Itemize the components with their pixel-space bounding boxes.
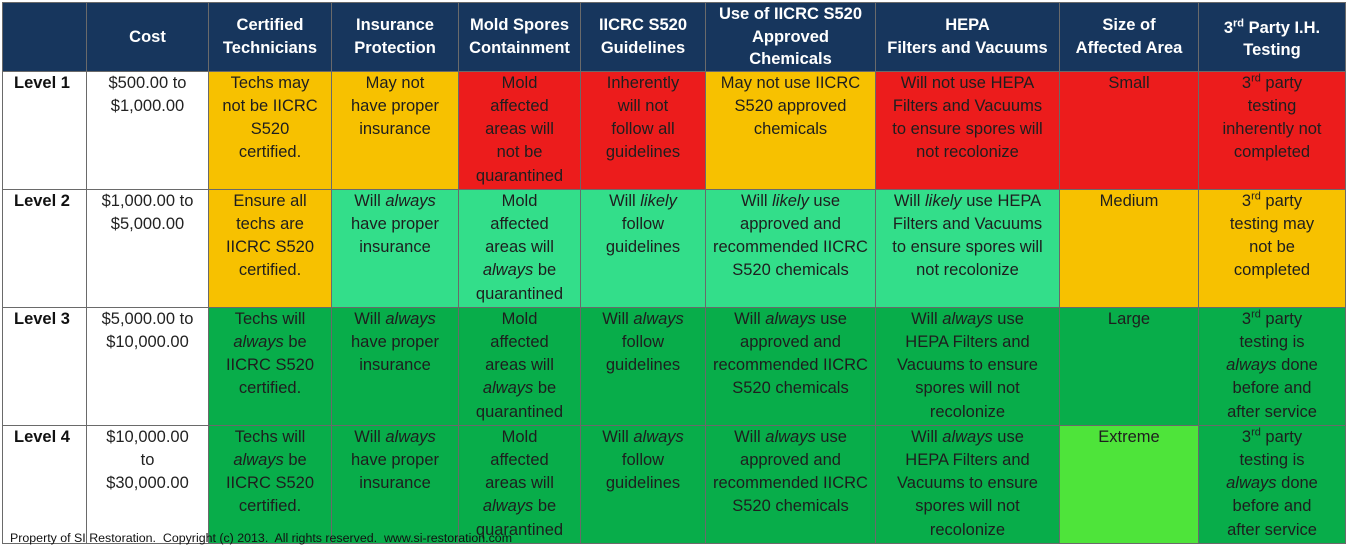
- header-third-party-testing: 3rd Party I.H. Testing: [1198, 2, 1346, 72]
- cell-cost: $5,000.00 to $10,000.00: [86, 306, 209, 426]
- cell-containment: Mold affected areas will not be quarantined: [458, 70, 581, 190]
- header-affected-area-size: Size of Affected Area: [1059, 2, 1199, 72]
- cell-size: Small: [1059, 70, 1199, 190]
- level-label: Level 3: [2, 306, 87, 426]
- table-row: Level 3 $5,000.00 to $10,000.00 Techs will a…: [2, 306, 1346, 426]
- header-hepa: HEPA Filters and Vacuums: [875, 2, 1060, 72]
- cell-chemicals: Will always use approved and recommended I…: [705, 306, 876, 426]
- mold-remediation-comparison-table: Cost Certified Technicians Insurance Prote…: [2, 2, 1346, 544]
- cell-guidelines: Will always follow guidelines: [580, 424, 706, 544]
- cell-cost: $1,000.00 to $5,000.00: [86, 188, 209, 308]
- header-insurance-protection: Insurance Protection: [331, 2, 459, 72]
- cell-insurance: Will always have proper insurance: [331, 188, 459, 308]
- header-mold-spores-containment: Mold Spores Containment: [458, 2, 581, 72]
- cell-guidelines: Will likely follow guidelines: [580, 188, 706, 308]
- cell-hepa: Will likely use HEPA Filters and Vacuums t…: [875, 188, 1060, 308]
- level-label: Level 2: [2, 188, 87, 308]
- cell-chemicals: May not use IICRC S520 approved chemicals: [705, 70, 876, 190]
- cell-testing: 3rd party testing may not be completed: [1198, 188, 1346, 308]
- comparison-table-wrapper: Cost Certified Technicians Insurance Prote…: [2, 2, 1346, 544]
- level-label: Level 4: [2, 424, 87, 544]
- cell-chemicals: Will always use approved and recommended I…: [705, 424, 876, 544]
- cell-hepa: Will not use HEPA Filters and Vacuums to e…: [875, 70, 1060, 190]
- copyright-footer: Property of SI Restoration. Copyright (c…: [10, 531, 513, 545]
- header-certified-technicians: Certified Technicians: [208, 2, 332, 72]
- cell-cost: $500.00 to $1,000.00: [86, 70, 209, 190]
- cell-insurance: Will always have proper insurance: [331, 306, 459, 426]
- header-approved-chemicals: Use of IICRC S520 Approved Chemicals: [705, 2, 876, 72]
- cell-size: Large: [1059, 306, 1199, 426]
- header-cost: Cost: [86, 2, 209, 72]
- header-iicrc-guidelines: IICRC S520 Guidelines: [580, 2, 706, 72]
- cell-containment: Mold affected areas will always be quarantin…: [458, 306, 581, 426]
- table-row: Level 4 $10,000.00 to $30,000.00 Techs will a…: [2, 424, 1346, 544]
- cell-certified: Techs will always be IICRC S520 certified.: [208, 306, 332, 426]
- header-row: Cost Certified Technicians Insurance Prote…: [2, 2, 1346, 72]
- cell-containment: Mold affected areas will always be quarantin…: [458, 188, 581, 308]
- cell-testing: 3rd party testing is always done before and…: [1198, 306, 1346, 426]
- level-label: Level 1: [2, 70, 87, 190]
- cell-chemicals: Will likely use approved and recommended I…: [705, 188, 876, 308]
- cell-containment: Mold affected areas will always be quarantin…: [458, 424, 581, 544]
- cell-size: Extreme: [1059, 424, 1199, 544]
- cell-testing: 3rd party testing inherently not completed: [1198, 70, 1346, 190]
- table-row: Level 1 $500.00 to $1,000.00 Techs may not b…: [2, 70, 1346, 190]
- cell-size: Medium: [1059, 188, 1199, 308]
- cell-certified: Ensure all techs are IICRC S520 certified.: [208, 188, 332, 308]
- table-row: Level 2 $1,000.00 to $5,000.00 Ensure all te…: [2, 188, 1346, 308]
- cell-insurance: May not have proper insurance: [331, 70, 459, 190]
- cell-testing: 3rd party testing is always done before and…: [1198, 424, 1346, 544]
- cell-insurance: Will always have proper insurance: [331, 424, 459, 544]
- cell-guidelines: Will always follow guidelines: [580, 306, 706, 426]
- cell-guidelines: Inherently will not follow all guidelines: [580, 70, 706, 190]
- cell-certified: Techs may not be IICRC S520 certified.: [208, 70, 332, 190]
- cell-hepa: Will always use HEPA Filters and Vacuums t…: [875, 306, 1060, 426]
- cell-hepa: Will always use HEPA Filters and Vacuums t…: [875, 424, 1060, 544]
- cell-certified: Techs will always be IICRC S520 certified.: [208, 424, 332, 544]
- header-blank: [2, 2, 87, 72]
- cell-cost: $10,000.00 to $30,000.00: [86, 424, 209, 544]
